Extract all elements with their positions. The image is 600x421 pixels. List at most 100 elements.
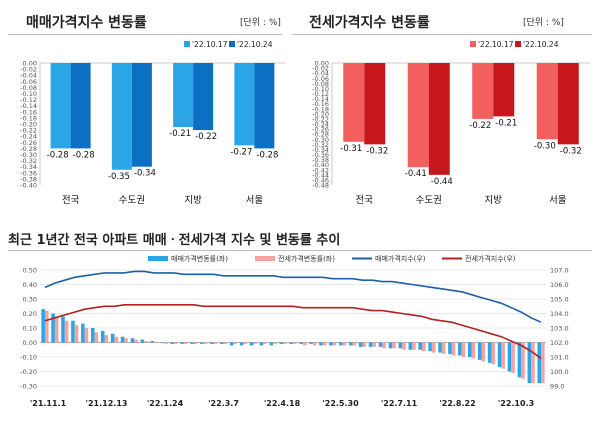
sale-data-label: -0.28 [256,150,278,160]
sale-ytick-label: -0.34 [20,163,37,171]
trend-bar [100,330,105,343]
jeonse-ytick-label: -0.08 [312,80,329,88]
trend-bar [263,342,267,344]
trend-bar [130,338,135,343]
jeonse-legend-swatch [515,41,521,47]
trend-bar [114,336,118,343]
trend-bar [140,339,145,343]
trend-bar [402,342,406,350]
trend-bar [501,342,505,369]
trend-ytick-right: 102.0 [550,339,569,347]
sale-ytick-label: -0.22 [20,127,37,135]
trend-ytick-right: 100.0 [550,368,569,376]
jeonse-bar [472,63,494,119]
sale-bar [193,63,214,131]
trend-bar [537,342,542,384]
jeonse-ytick-label: -0.24 [312,121,329,129]
trend-legend-label: 전세가격지수(우) [465,254,516,263]
trend-bar [339,342,343,346]
trend-bar [239,342,244,346]
trend-bar [54,316,59,343]
trend-bar [441,342,446,355]
jeonse-category-label: 전국 [356,195,374,206]
sale-data-label: -0.28 [73,150,95,160]
trend-bar [372,342,376,347]
trend-bar [458,342,462,356]
jeonse-data-label: -0.41 [405,169,427,179]
trend-bar [71,320,75,343]
jeonse-bar [493,63,515,117]
jeonse-ytick-label: -0.48 [312,182,329,190]
trend-bar [299,342,303,344]
trend-ytick-right: 103.0 [550,325,569,333]
trend-bar [368,342,373,347]
sale-data-label: -0.21 [169,129,191,139]
sale-ytick-label: -0.40 [20,182,37,190]
sale-ytick-label: -0.30 [20,151,37,159]
trend-bar [448,342,452,355]
trend-bar [193,342,198,344]
trend-bar [253,342,257,344]
trend-legend-swatch [148,256,168,261]
jeonse-data-label: -0.32 [560,146,582,156]
trend-bar [203,342,208,344]
sale-ytick-label: -0.06 [20,78,37,86]
trend-bar [219,342,224,344]
trend-xtick-label: '22.7.11 [381,399,418,408]
sale-data-label: -0.35 [108,172,130,182]
trend-bar [477,342,482,360]
trend-ytick-left: 0.30 [23,296,37,304]
trend-ytick-left: 0.40 [23,281,37,289]
trend-chart-title: 최근 1년간 전국 아파트 매매ㆍ전세가격 지수 및 변동률 추이 [8,233,341,248]
trend-bar [269,342,274,346]
trend-bar [507,342,512,372]
sale-bar [111,63,132,170]
jeonse-ytick-label: -0.04 [312,70,329,78]
sale-ytick-label: -0.20 [20,121,37,129]
trend-bar [110,333,115,343]
trend-bar [481,342,486,362]
trend-bar [190,342,194,344]
trend-bar [491,342,496,365]
trend-bar [81,323,85,343]
trend-ytick-left: -0.30 [20,383,37,391]
trend-bar [382,342,386,349]
trend-bar [527,342,532,384]
jeonse-data-label: -0.21 [495,118,517,128]
jeonse-ytick-label: -0.22 [312,115,329,123]
jeonse-bar [343,63,365,142]
jeonse-ytick-label: -0.20 [312,110,329,118]
trend-legend-swatch [255,256,275,261]
trend-bar [150,341,155,343]
trend-bar [471,342,476,359]
trend-bar [312,342,317,346]
trend-bar [332,342,337,346]
jeonse-ytick-label: -0.28 [312,131,329,139]
jeonse-chart-unit: [단위 : %] [523,18,564,28]
trend-bar [84,328,89,343]
trend-xtick-label: '21.12.13 [86,399,128,408]
trend-bar [200,342,204,344]
trend-bar [233,342,238,344]
trend-bar [329,342,333,346]
trend-bar [289,342,293,344]
trend-bar [517,342,522,378]
jeonse-ytick-label: -0.06 [312,75,329,83]
trend-bar [322,342,327,346]
jeonse-data-label: -0.22 [469,121,491,131]
trend-bar [362,342,367,347]
jeonse-bar [536,63,558,140]
trend-ytick-right: 104.0 [550,310,569,318]
trend-ytick-left: 0.50 [23,267,37,275]
trend-bar [302,342,307,346]
trend-xtick-label: '22.5.30 [322,399,359,408]
sale-chart-title: 매매가격지수 변동률 [26,15,147,31]
sale-ytick-label: -0.08 [20,84,37,92]
sale-ytick-label: -0.14 [20,102,37,110]
trend-bar [249,342,254,346]
trend-bar [120,336,125,343]
jeonse-ytick-label: -0.36 [312,151,329,159]
trend-bar [319,342,323,346]
jeonse-ytick-label: -0.18 [312,105,329,113]
jeonse-ytick-label: -0.26 [312,126,329,134]
